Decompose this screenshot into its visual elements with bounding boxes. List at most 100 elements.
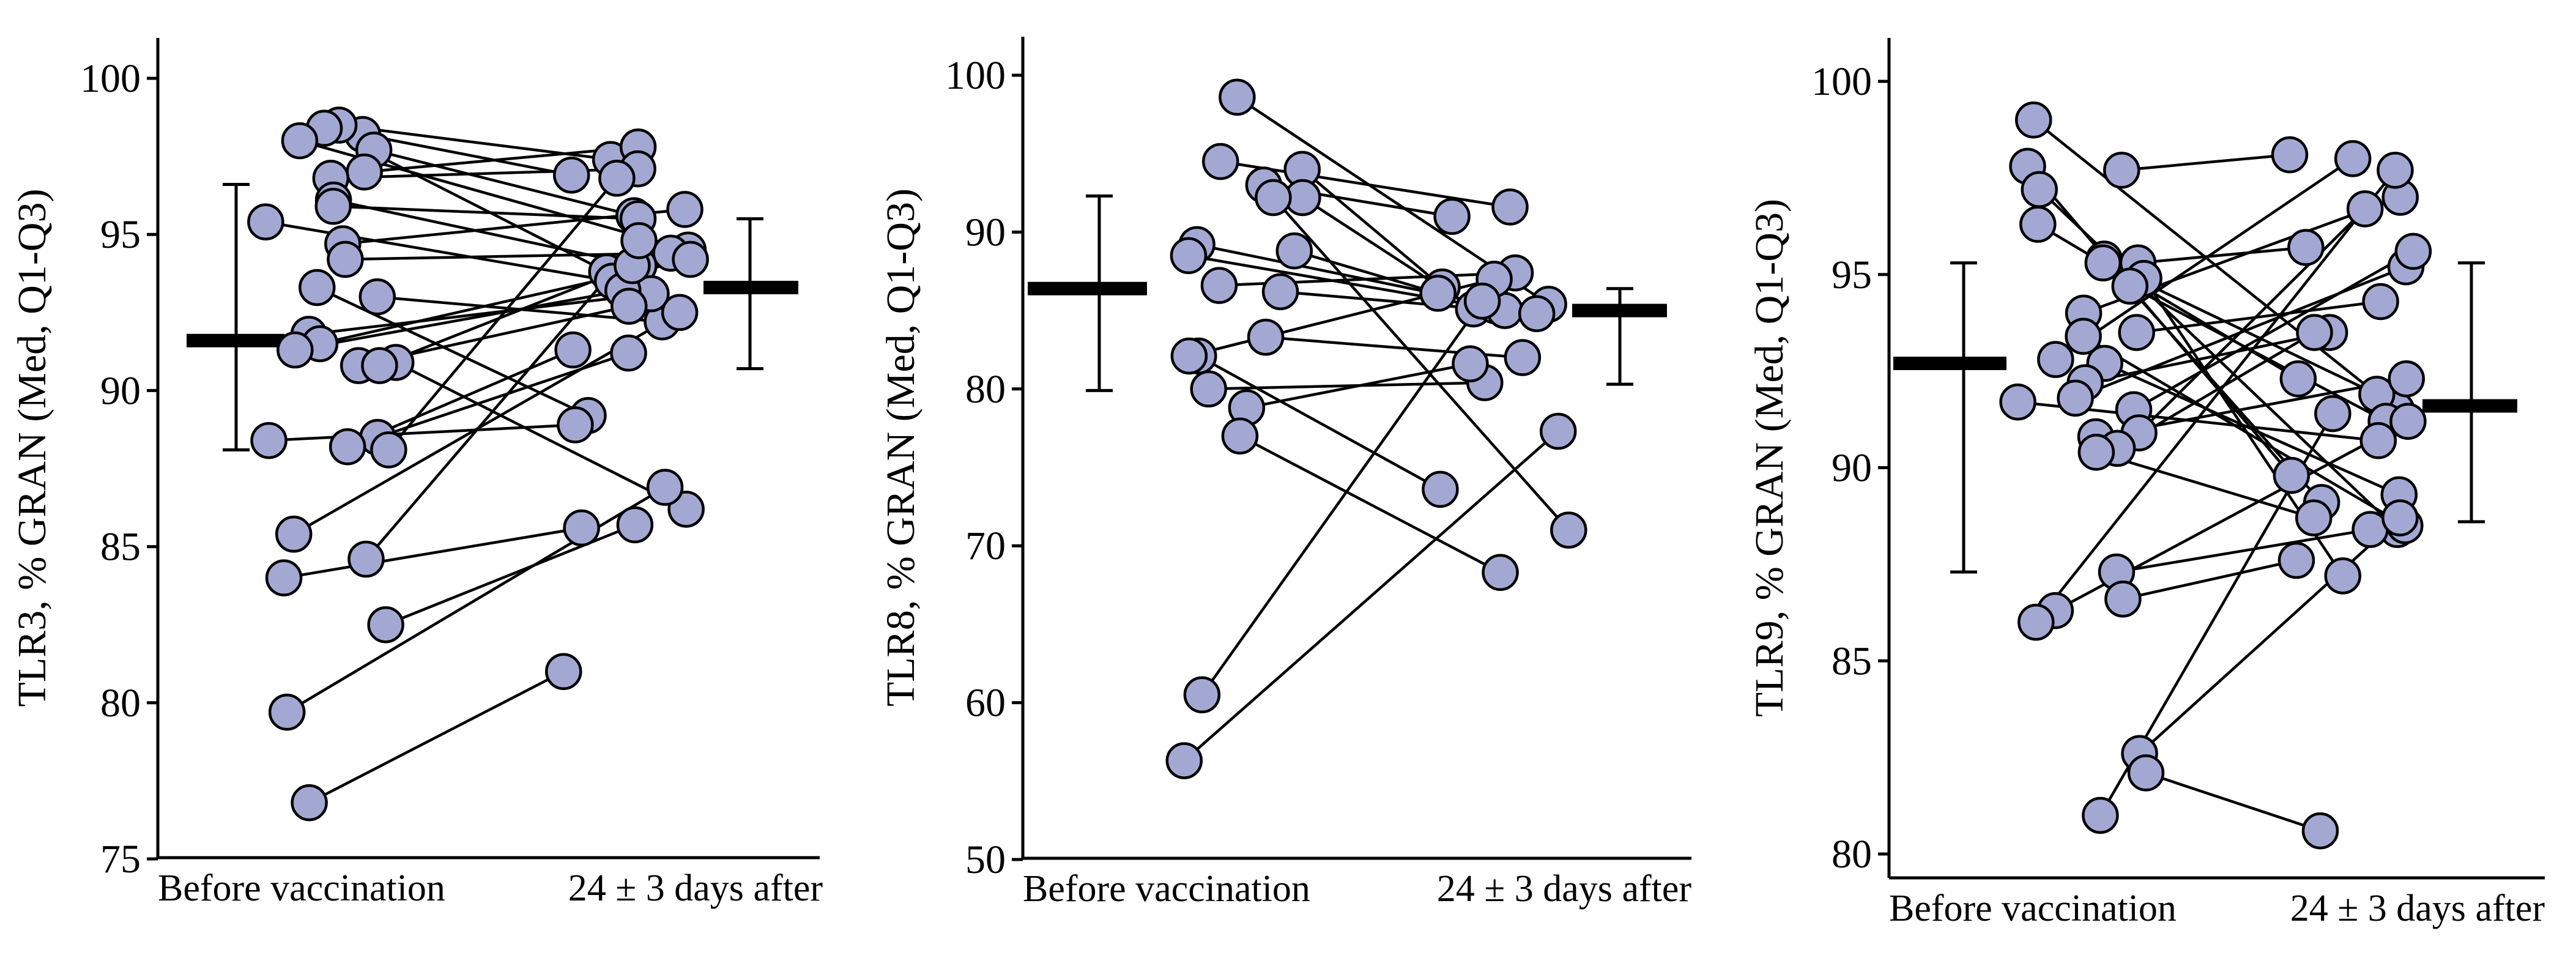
data-point-before <box>2065 317 2102 355</box>
data-point-after <box>2277 541 2315 579</box>
data-point-before <box>347 540 385 578</box>
y-tick-label: 100 <box>80 56 141 101</box>
paired-line <box>265 220 613 283</box>
y-tick-label: 80 <box>100 681 141 726</box>
data-point-before <box>281 122 319 160</box>
paired-line <box>308 292 651 336</box>
data-point-after <box>2296 314 2333 351</box>
data-point-before <box>346 153 383 191</box>
paired-line <box>364 146 639 174</box>
paired-line <box>1208 381 1485 391</box>
data-point-before <box>367 606 404 644</box>
data-point-before <box>2084 244 2122 282</box>
data-point-after <box>666 191 703 228</box>
data-point-before <box>277 331 314 369</box>
paired-line <box>294 289 623 352</box>
data-point-before <box>265 559 303 596</box>
data-point-before <box>2111 267 2149 305</box>
data-point-before <box>1170 237 1208 275</box>
data-point-after <box>620 222 658 259</box>
data-point-after <box>2287 229 2325 266</box>
data-point-after <box>1550 511 1587 549</box>
data-point-after <box>1539 412 1577 450</box>
data-point-after <box>2394 232 2432 270</box>
data-point-before <box>2021 171 2058 209</box>
data-point-before <box>1165 742 1203 779</box>
data-point-after <box>2314 395 2351 433</box>
data-point-before <box>1275 232 1313 270</box>
paired-line <box>365 239 640 560</box>
data-point-after <box>598 160 636 197</box>
data-point-before <box>2019 206 2057 243</box>
chart-panel-tlr3: 75 80 85 90 95 100 TLR3, % GRAN (Med, Q1-Q3) Be… <box>10 38 823 909</box>
paired-line <box>269 423 576 442</box>
data-point-after <box>2295 499 2333 537</box>
y-axis-title: TLR8, % GRAN (Med, Q1-Q3) <box>878 188 923 707</box>
data-point-before <box>1999 383 2036 421</box>
data-point-after <box>1422 470 1459 508</box>
data-point-after <box>1504 339 1542 376</box>
data-point-before <box>1190 370 1227 408</box>
paired-line <box>2137 207 2366 434</box>
data-point-after <box>2346 190 2384 228</box>
data-point-after <box>2301 812 2339 850</box>
paired-line <box>2085 331 2330 384</box>
data-point-after <box>2273 456 2311 494</box>
data-point-before <box>1255 179 1292 217</box>
paired-line <box>308 670 565 804</box>
x-category-label: 24 ± 3 days after <box>568 867 823 909</box>
paired-line <box>2104 362 2400 496</box>
data-point-after <box>2334 140 2372 177</box>
data-point-before <box>2077 433 2115 471</box>
data-point-after <box>610 288 648 325</box>
data-point-before <box>370 431 407 469</box>
paired-line <box>2055 157 2354 361</box>
data-point-after <box>646 469 684 506</box>
data-point-before <box>1201 143 1239 180</box>
y-tick-label: 80 <box>965 367 1006 412</box>
paired-line <box>1246 362 1471 409</box>
data-point-before <box>268 693 306 731</box>
data-point-before <box>1221 417 1259 455</box>
data-point-before <box>1200 267 1238 304</box>
data-point-after <box>1433 198 1471 236</box>
data-point-after <box>2389 403 2427 440</box>
paired-line <box>2035 169 2397 623</box>
chart-panel-tlr8: 50 60 70 80 90 100 TLR8, % GRAN (Med, Q1-Q3) Be… <box>878 37 1691 910</box>
data-point-after <box>1419 275 1457 312</box>
paired-line <box>345 251 671 261</box>
y-tick-label: 90 <box>100 368 141 413</box>
x-category-label: Before vaccination <box>1889 888 2177 929</box>
data-point-after <box>610 334 647 372</box>
y-tick-label: 75 <box>100 837 141 882</box>
data-point-after <box>563 509 600 547</box>
y-tick-label: 100 <box>945 53 1006 98</box>
data-point-before <box>250 421 288 459</box>
data-point-after <box>2324 557 2362 595</box>
paired-line <box>387 177 618 451</box>
y-tick-label: 70 <box>965 524 1006 568</box>
data-point-before <box>2057 379 2094 417</box>
data-point-before <box>2104 580 2142 618</box>
data-point-before <box>361 347 398 384</box>
y-tick-label: 100 <box>1811 59 1872 104</box>
data-point-before <box>2015 101 2052 139</box>
data-point-after <box>2359 422 2397 459</box>
paired-line <box>2136 300 2381 334</box>
data-point-before <box>358 278 396 316</box>
data-point-after <box>554 331 592 369</box>
y-tick-label: 50 <box>965 837 1006 882</box>
data-point-before <box>1247 318 1285 356</box>
data-point-before <box>327 240 364 278</box>
data-point-before <box>1170 337 1208 375</box>
paired-line <box>1301 168 1444 288</box>
data-point-after <box>2388 360 2426 398</box>
y-tick-label: 95 <box>1832 253 1872 297</box>
data-point-after <box>553 156 590 194</box>
x-category-label: Before vaccination <box>1023 868 1310 910</box>
data-point-before <box>2127 754 2165 792</box>
paired-line <box>395 361 687 511</box>
paired-line <box>2121 153 2290 172</box>
paired-line <box>1183 430 1559 762</box>
